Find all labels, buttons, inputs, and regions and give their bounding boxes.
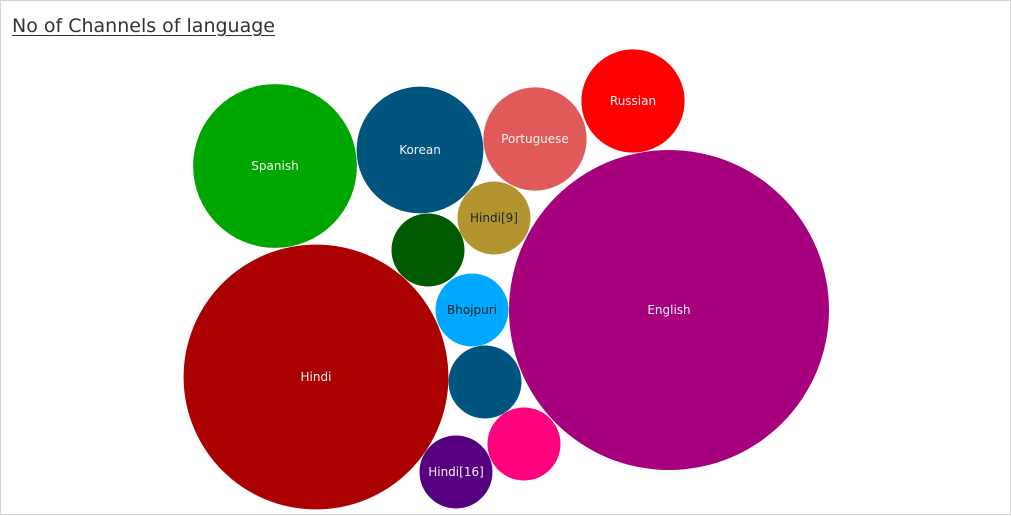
bubble-circle[interactable] [483, 87, 587, 191]
bubble-bhojpuri[interactable]: Bhojpuri [435, 273, 509, 347]
bubble-hindi[interactable]: Hindi [183, 244, 449, 510]
bubble-circle[interactable] [356, 86, 484, 214]
bubble-unlabeled-9[interactable] [448, 345, 522, 419]
bubble-unlabeled-8[interactable] [391, 213, 465, 287]
bubble-circle[interactable] [448, 345, 522, 419]
bubble-unlabeled-10[interactable] [487, 407, 561, 481]
bubble-circle[interactable] [183, 244, 449, 510]
bubble-circle[interactable] [581, 49, 685, 153]
bubble-circle[interactable] [193, 84, 357, 248]
chart-title: No of Channels of language [12, 15, 275, 37]
bubble-circle[interactable] [509, 150, 829, 470]
bubble-hindi-16[interactable]: Hindi[16] [419, 435, 493, 509]
bubble-circle[interactable] [419, 435, 493, 509]
bubble-circle[interactable] [487, 407, 561, 481]
bubble-circle[interactable] [391, 213, 465, 287]
bubble-korean[interactable]: Korean [356, 86, 484, 214]
bubble-english[interactable]: English [509, 150, 829, 470]
bubble-russian[interactable]: Russian [581, 49, 685, 153]
bubble-spanish[interactable]: Spanish [193, 84, 357, 248]
bubble-hindi-9[interactable]: Hindi[9] [457, 181, 531, 255]
bubble-circle[interactable] [435, 273, 509, 347]
bubble-portuguese[interactable]: Portuguese [483, 87, 587, 191]
bubble-circle[interactable] [457, 181, 531, 255]
